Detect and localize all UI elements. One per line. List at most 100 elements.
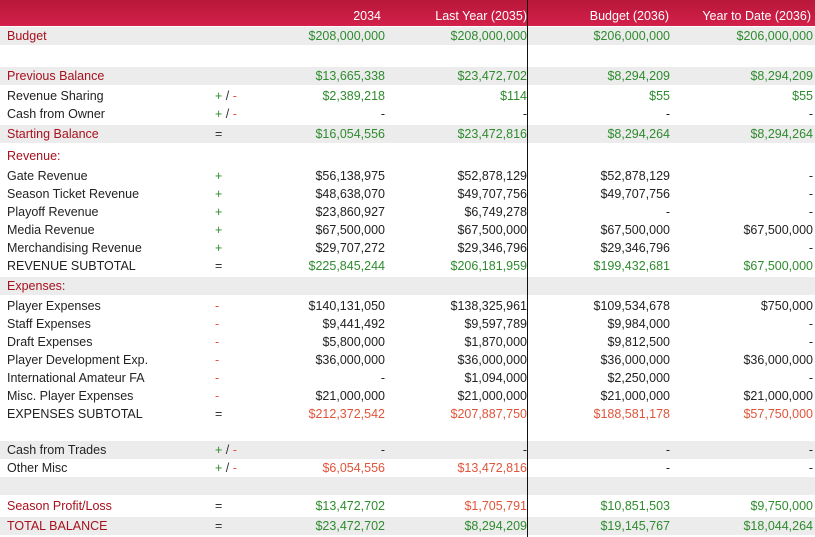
row-value: - bbox=[665, 205, 670, 219]
row-value: - bbox=[380, 443, 385, 457]
row-value: $8,294,264 bbox=[607, 127, 670, 141]
row-label: Media Revenue bbox=[7, 223, 95, 237]
row-value: $36,000,000 bbox=[600, 353, 670, 367]
table-row: Starting Balance = $16,054,556 $23,472,816 $… bbox=[0, 125, 815, 143]
row-label: Revenue: bbox=[7, 149, 61, 163]
row-value: $6,054,556 bbox=[322, 461, 385, 475]
row-value: - bbox=[665, 443, 670, 457]
column-header-budget[interactable]: Budget (2036) bbox=[589, 9, 669, 23]
row-value: - bbox=[808, 187, 813, 201]
row-value: $8,294,209 bbox=[607, 69, 670, 83]
row-value: $55 bbox=[649, 89, 670, 103]
row-value: - bbox=[808, 335, 813, 349]
row-label: EXPENSES SUBTOTAL bbox=[7, 407, 143, 421]
row-label: Cash from Owner bbox=[7, 107, 105, 121]
row-value: $19,145,767 bbox=[600, 519, 670, 533]
row-value: - bbox=[808, 443, 813, 457]
row-value: $52,878,129 bbox=[600, 169, 670, 183]
table-row: Playoff Revenue + $23,860,927 $6,749,278 - - bbox=[0, 203, 815, 221]
row-value: $8,294,209 bbox=[464, 519, 527, 533]
row-operator: - bbox=[215, 353, 220, 367]
row-value: - bbox=[380, 107, 385, 121]
table-row: Other Misc + / - $6,054,556 $13,472,816 - - bbox=[0, 459, 815, 477]
row-value: $9,750,000 bbox=[750, 499, 813, 513]
row-value: $114 bbox=[500, 89, 527, 103]
row-value: $188,581,178 bbox=[593, 407, 670, 421]
row-value: $2,389,218 bbox=[322, 89, 385, 103]
row-operator: + bbox=[215, 223, 223, 237]
row-operator: + bbox=[215, 169, 223, 183]
row-label: TOTAL BALANCE bbox=[7, 519, 108, 533]
row-value: $8,294,209 bbox=[750, 69, 813, 83]
row-label: Season Ticket Revenue bbox=[7, 187, 140, 201]
row-value: $57,750,000 bbox=[743, 407, 813, 421]
row-value: - bbox=[665, 461, 670, 475]
row-value: $199,432,681 bbox=[593, 259, 670, 273]
table-row: Season Profit/Loss = $13,472,702 $1,705,791… bbox=[0, 497, 815, 515]
row-value: $13,472,816 bbox=[457, 461, 527, 475]
row-value: $48,638,070 bbox=[315, 187, 385, 201]
row-label: Misc. Player Expenses bbox=[7, 389, 134, 403]
row-operator: - bbox=[215, 299, 220, 313]
row-value: $9,441,492 bbox=[322, 317, 385, 331]
column-header-year-to-date[interactable]: Year to Date (2036) bbox=[702, 9, 811, 23]
row-label: Season Profit/Loss bbox=[7, 499, 112, 513]
row-value: $18,044,264 bbox=[743, 519, 813, 533]
table-header: 2034 Last Year (2035) Budget (2036) Year… bbox=[0, 0, 815, 26]
row-value: $67,500,000 bbox=[315, 223, 385, 237]
row-value: $23,472,702 bbox=[315, 519, 385, 533]
row-value: $29,346,796 bbox=[457, 241, 527, 255]
row-value: $67,500,000 bbox=[743, 259, 813, 273]
row-value: $52,878,129 bbox=[457, 169, 527, 183]
row-value: $1,870,000 bbox=[464, 335, 527, 349]
row-label: Player Expenses bbox=[7, 299, 101, 313]
table-row: Season Ticket Revenue + $48,638,070 $49,707… bbox=[0, 185, 815, 203]
row-value: $21,000,000 bbox=[743, 389, 813, 403]
row-label: Draft Expenses bbox=[7, 335, 93, 349]
row-value: $9,984,000 bbox=[607, 317, 670, 331]
row-operator: = bbox=[215, 407, 223, 421]
row-operator: - bbox=[215, 371, 220, 385]
column-divider bbox=[527, 0, 528, 537]
row-value: - bbox=[522, 443, 527, 457]
row-label: Gate Revenue bbox=[7, 169, 88, 183]
column-header-last-year[interactable]: Last Year (2035) bbox=[435, 9, 527, 23]
row-value: $49,707,756 bbox=[457, 187, 527, 201]
row-operator: + bbox=[215, 205, 223, 219]
table-row: Previous Balance $13,665,338 $23,472,702 $8… bbox=[0, 67, 815, 85]
row-label: Previous Balance bbox=[7, 69, 105, 83]
table-row bbox=[0, 47, 815, 65]
row-operator: = bbox=[215, 259, 223, 273]
row-value: $208,000,000 bbox=[450, 29, 527, 43]
row-value: $16,054,556 bbox=[315, 127, 385, 141]
row-value: $206,181,959 bbox=[450, 259, 527, 273]
row-value: - bbox=[808, 461, 813, 475]
table-row: REVENUE SUBTOTAL = $225,845,244 $206,181,95… bbox=[0, 257, 815, 275]
table-row: Gate Revenue + $56,138,975 $52,878,129 $52,8… bbox=[0, 167, 815, 185]
row-label: Player Development Exp. bbox=[7, 353, 149, 367]
table-row bbox=[0, 423, 815, 441]
row-value: $138,325,961 bbox=[450, 299, 527, 313]
row-label: Expenses: bbox=[7, 279, 66, 293]
row-label: Other Misc bbox=[7, 461, 68, 475]
row-value: $13,472,702 bbox=[315, 499, 385, 513]
row-value: $109,534,678 bbox=[593, 299, 670, 313]
row-value: - bbox=[808, 169, 813, 183]
table-row: Cash from Owner + / - - - - - bbox=[0, 105, 815, 123]
row-label: Cash from Trades bbox=[7, 443, 107, 457]
table-row: Revenue Sharing + / - $2,389,218 $114 $55 $55 bbox=[0, 87, 815, 105]
row-value: $9,597,789 bbox=[464, 317, 527, 331]
column-header-2034[interactable]: 2034 bbox=[353, 9, 381, 23]
row-value: $9,812,500 bbox=[607, 335, 670, 349]
table-row: Budget $208,000,000 $208,000,000 $206,000,0… bbox=[0, 27, 815, 45]
table-row: Media Revenue + $67,500,000 $67,500,000 $67,… bbox=[0, 221, 815, 239]
row-value: $1,094,000 bbox=[464, 371, 527, 385]
row-value: $21,000,000 bbox=[315, 389, 385, 403]
row-value: $36,000,000 bbox=[743, 353, 813, 367]
table-row: Expenses: bbox=[0, 277, 815, 295]
row-label: REVENUE SUBTOTAL bbox=[7, 259, 136, 273]
row-operator: + / - bbox=[215, 89, 237, 103]
row-value: $67,500,000 bbox=[743, 223, 813, 237]
row-value: - bbox=[380, 371, 385, 385]
table-row: Player Expenses - $140,131,050 $138,325,961… bbox=[0, 297, 815, 315]
